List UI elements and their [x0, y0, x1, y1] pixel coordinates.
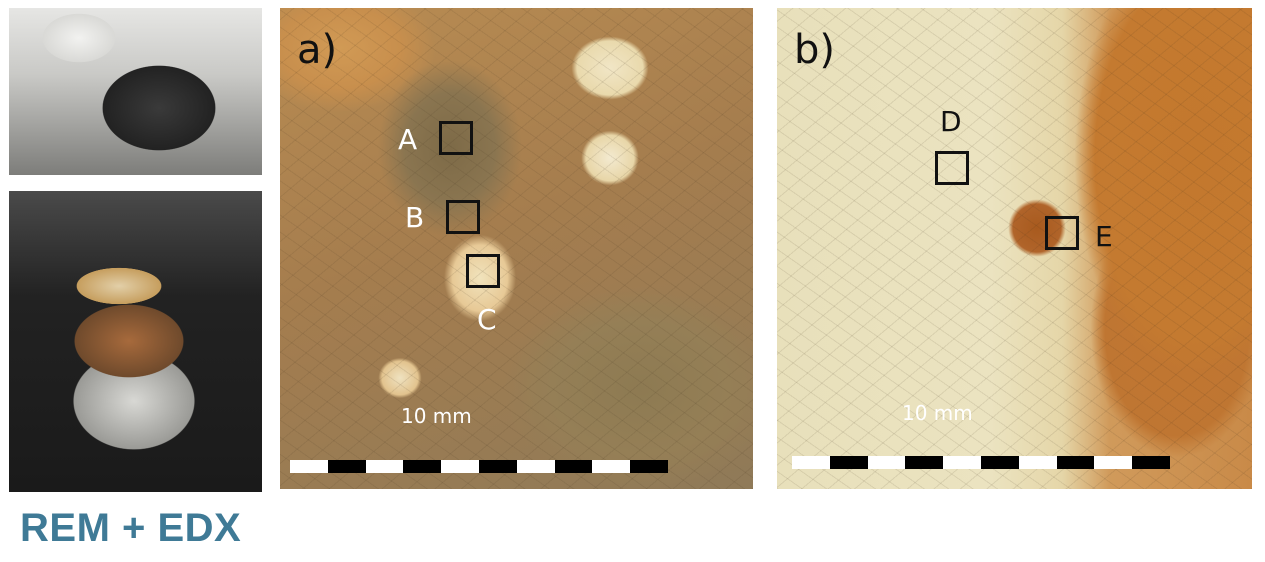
region-marker-e [1045, 216, 1079, 250]
panel-label-b: b) [794, 27, 835, 73]
scratch-texture [777, 8, 1252, 489]
caption: REM + EDX [20, 506, 242, 550]
scratch-texture [280, 8, 753, 489]
microscope-photo [9, 8, 262, 175]
scale-label-a: 10 mm [401, 404, 472, 428]
micrograph-b: b) D E 10 mm [777, 8, 1252, 489]
scale-bar-a [290, 460, 668, 473]
region-marker-b [446, 200, 480, 234]
region-marker-c [466, 254, 500, 288]
marker-label-d: D [940, 105, 962, 138]
region-marker-a [439, 121, 473, 155]
sample-stage-photo [9, 191, 262, 492]
marker-label-c: C [477, 303, 497, 336]
panel-label-a: a) [297, 27, 338, 73]
scale-label-b: 10 mm [902, 401, 973, 425]
marker-label-e: E [1095, 220, 1113, 253]
scale-bar-b [792, 456, 1170, 469]
region-marker-d [935, 151, 969, 185]
micrograph-a: a) A B C 10 mm [280, 8, 753, 489]
marker-label-a: A [398, 123, 418, 156]
marker-label-b: B [405, 201, 425, 234]
